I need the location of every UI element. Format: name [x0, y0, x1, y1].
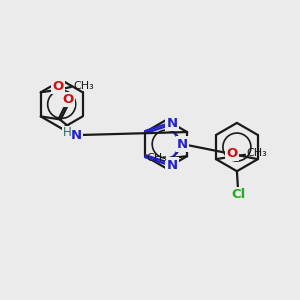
Text: O: O	[62, 93, 74, 106]
Text: N: N	[167, 159, 178, 172]
Text: CH₃: CH₃	[73, 80, 94, 91]
Text: CH₃: CH₃	[146, 153, 166, 163]
Text: N: N	[167, 117, 178, 130]
Text: N: N	[70, 128, 81, 142]
Text: N: N	[177, 138, 188, 151]
Text: Cl: Cl	[231, 188, 245, 201]
Text: CH₃: CH₃	[246, 148, 267, 158]
Text: O: O	[226, 147, 237, 160]
Text: O: O	[52, 80, 63, 93]
Text: H: H	[63, 127, 71, 140]
